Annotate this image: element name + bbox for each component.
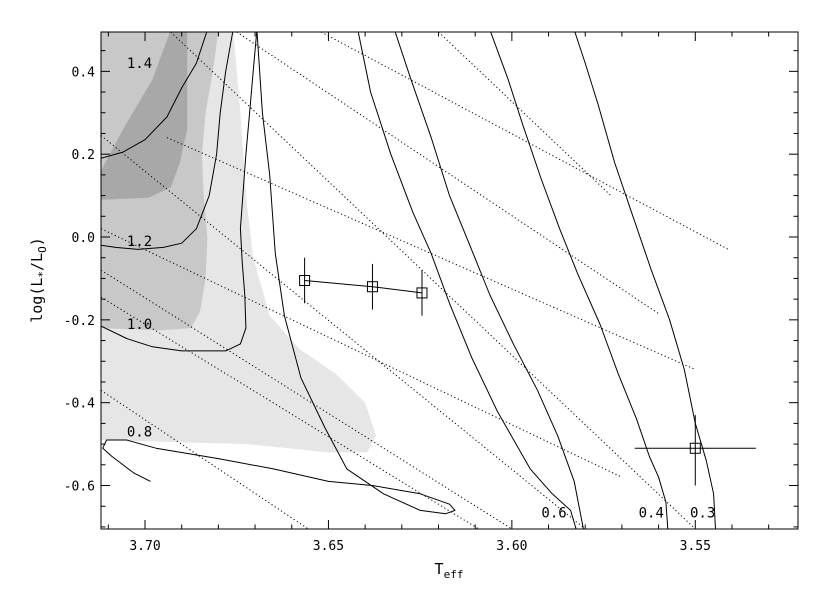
y-tick-label: 0.2 bbox=[72, 148, 95, 163]
track-label-0-4: 0.4 bbox=[639, 505, 664, 521]
x-axis-title-main: T bbox=[435, 560, 444, 578]
track-label-0-6: 0.6 bbox=[541, 505, 566, 521]
confidence-region-inner bbox=[101, 32, 188, 200]
observation-connector-line bbox=[304, 280, 423, 294]
y-tick-label: 0.4 bbox=[72, 65, 96, 80]
y-tick-label: -0.2 bbox=[64, 314, 95, 329]
x-tick-label: 3.55 bbox=[680, 539, 711, 554]
track-labels: 1.4 1.2 1.0 0.8 0.6 0.4 0.3 bbox=[127, 56, 715, 521]
y-axis-title-mid: /L bbox=[28, 253, 46, 271]
observed-stars bbox=[299, 257, 756, 486]
isochrone-lines bbox=[101, 32, 729, 529]
track-label-1-0: 1.0 bbox=[127, 317, 152, 333]
track-line-1-2 bbox=[101, 32, 234, 250]
plot-frame bbox=[100, 31, 799, 530]
y-axis-title-close: ) bbox=[28, 237, 46, 246]
track-label-1-2: 1.2 bbox=[127, 234, 152, 250]
y-axis-title-sun: O bbox=[36, 246, 49, 253]
isochrone-line-2 bbox=[101, 296, 480, 529]
evolutionary-tracks bbox=[101, 32, 716, 529]
track-label-0-8: 0.8 bbox=[127, 425, 152, 441]
x-tick-label: 3.65 bbox=[313, 539, 344, 554]
confidence-regions bbox=[101, 32, 377, 453]
observation-marker-2 bbox=[366, 281, 378, 293]
isochrone-line-7 bbox=[236, 32, 659, 315]
track-line-0-8 bbox=[102, 32, 456, 515]
x-tick-label: 3.60 bbox=[496, 539, 527, 554]
isochrone-line-5 bbox=[170, 32, 696, 529]
track-line-0-3 bbox=[574, 32, 716, 529]
track-line-1-0 bbox=[101, 32, 258, 352]
axis-ticks bbox=[101, 32, 798, 529]
observation-marker-1 bbox=[299, 275, 311, 286]
track-label-1-4: 1.4 bbox=[127, 56, 152, 72]
track-line-0-5 bbox=[394, 32, 584, 529]
y-tick-label: -0.4 bbox=[64, 397, 95, 412]
track-line-0-6 bbox=[357, 32, 577, 529]
track-line-0-4 bbox=[490, 32, 669, 529]
track-line-1-4 bbox=[101, 32, 208, 159]
y-axis-title: log(L*/LO) bbox=[28, 237, 49, 323]
isochrone-line-9 bbox=[320, 32, 729, 250]
isochrone-line-4 bbox=[101, 135, 586, 529]
x-tick-label: 3.70 bbox=[129, 539, 160, 554]
x-axis-title-sub: eff bbox=[444, 568, 464, 581]
y-tick-label: 0.0 bbox=[72, 231, 95, 246]
isochrone-line-8 bbox=[438, 32, 612, 196]
y-axis-title-main: log(L bbox=[28, 278, 46, 323]
y-axis-title-star: * bbox=[36, 271, 49, 278]
observation-marker-4 bbox=[689, 442, 701, 454]
isochrone-line-3 bbox=[101, 269, 513, 529]
y-tick-label: -0.6 bbox=[64, 480, 95, 495]
observation-marker-3 bbox=[416, 287, 428, 299]
isochrone-line-6 bbox=[166, 137, 696, 370]
isochrone-line-10 bbox=[101, 228, 623, 478]
x-axis-title: Teff bbox=[435, 560, 464, 581]
axis-tick-labels: 3.70 3.65 3.60 3.55 0.4 0.2 0.0 -0.2 -0.4 -0.6 bbox=[64, 65, 711, 554]
track-label-0-3: 0.3 bbox=[690, 505, 715, 521]
